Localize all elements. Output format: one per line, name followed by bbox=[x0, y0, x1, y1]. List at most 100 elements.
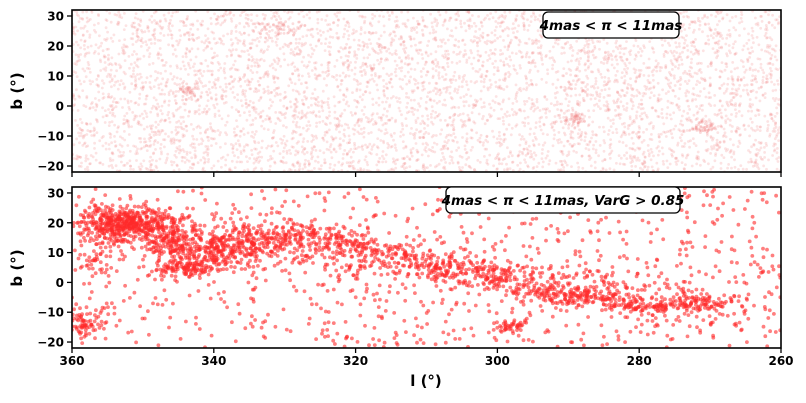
scatter-point bbox=[643, 46, 646, 49]
scatter-point bbox=[213, 130, 217, 133]
scatter-point bbox=[551, 63, 555, 67]
scatter-point bbox=[160, 27, 164, 31]
scatter-point bbox=[503, 137, 507, 141]
scatter-point bbox=[452, 105, 455, 109]
scatter-point bbox=[93, 28, 96, 32]
scatter-point bbox=[429, 112, 433, 116]
scatter-point bbox=[598, 144, 602, 147]
scatter-point bbox=[187, 38, 191, 42]
scatter-point bbox=[618, 116, 622, 120]
scatter-point bbox=[110, 108, 114, 112]
scatter-point bbox=[262, 91, 266, 95]
scatter-point bbox=[515, 111, 519, 115]
scatter-point bbox=[362, 168, 366, 172]
scatter-point bbox=[718, 108, 722, 112]
scatter-point bbox=[682, 109, 686, 113]
scatter-point bbox=[115, 69, 118, 73]
scatter-point bbox=[747, 124, 751, 128]
scatter-point bbox=[359, 119, 363, 123]
scatter-point bbox=[210, 69, 214, 73]
scatter-point bbox=[409, 35, 413, 39]
scatter-point bbox=[649, 147, 653, 151]
scatter-point bbox=[514, 19, 517, 23]
scatter-point bbox=[314, 44, 318, 48]
scatter-point bbox=[638, 75, 641, 79]
scatter-point bbox=[698, 20, 702, 23]
scatter-point bbox=[136, 120, 140, 123]
scatter-point bbox=[515, 91, 519, 94]
scatter-point bbox=[219, 14, 223, 18]
scatter-point bbox=[421, 81, 425, 85]
scatter-point bbox=[255, 14, 259, 17]
scatter-point bbox=[359, 32, 363, 36]
scatter-point bbox=[529, 149, 532, 153]
scatter-point bbox=[326, 103, 330, 107]
scatter-point bbox=[761, 93, 765, 97]
scatter-point bbox=[206, 10, 210, 14]
scatter-point bbox=[502, 20, 505, 24]
scatter-point bbox=[148, 18, 152, 22]
scatter-point bbox=[595, 102, 599, 106]
scatter-point bbox=[389, 133, 393, 137]
scatter-point bbox=[390, 116, 394, 120]
scatter-point bbox=[264, 36, 268, 40]
scatter-point bbox=[540, 157, 544, 161]
scatter-point bbox=[357, 47, 360, 51]
scatter-point bbox=[621, 104, 625, 108]
scatter-point bbox=[714, 41, 718, 45]
scatter-point bbox=[355, 99, 359, 103]
scatter-point bbox=[423, 24, 427, 28]
scatter-point bbox=[184, 55, 188, 59]
scatter-point bbox=[724, 42, 728, 46]
scatter-point bbox=[488, 153, 492, 157]
scatter-point bbox=[220, 97, 224, 101]
scatter-point bbox=[79, 155, 83, 159]
scatter-point bbox=[177, 119, 181, 123]
scatter-point bbox=[532, 11, 535, 15]
scatter-point bbox=[582, 47, 586, 50]
scatter-point bbox=[538, 52, 541, 55]
scatter-point bbox=[709, 61, 713, 65]
scatter-point bbox=[451, 161, 455, 165]
scatter-point bbox=[260, 48, 263, 52]
scatter-point bbox=[554, 161, 558, 165]
scatter-point bbox=[522, 87, 526, 91]
scatter-point bbox=[366, 145, 370, 149]
scatter-point bbox=[739, 133, 742, 137]
scatter-point bbox=[713, 104, 717, 107]
scatter-point bbox=[147, 137, 151, 141]
scatter-point bbox=[670, 132, 673, 136]
scatter-point bbox=[405, 124, 408, 128]
scatter-point bbox=[641, 94, 645, 98]
scatter-point bbox=[199, 131, 202, 135]
scatter-point bbox=[643, 84, 647, 88]
scatter-point bbox=[457, 45, 460, 49]
scatter-point bbox=[706, 34, 710, 38]
scatter-point bbox=[347, 55, 350, 58]
scatter-point bbox=[441, 151, 444, 155]
scatter-point bbox=[456, 12, 459, 15]
scatter-point bbox=[362, 68, 366, 72]
scatter-point bbox=[108, 147, 111, 151]
scatter-point bbox=[583, 63, 587, 67]
scatter-point bbox=[739, 164, 743, 168]
scatter-point bbox=[382, 85, 386, 88]
scatter-point bbox=[104, 69, 108, 72]
scatter-point bbox=[431, 67, 435, 71]
scatter-point bbox=[105, 114, 109, 118]
scatter-point bbox=[214, 78, 218, 82]
scatter-point bbox=[113, 123, 116, 127]
scatter-point bbox=[230, 75, 234, 79]
scatter-point bbox=[448, 34, 452, 37]
scatter-point bbox=[419, 97, 423, 100]
scatter-point bbox=[149, 143, 153, 147]
scatter-point bbox=[757, 86, 761, 90]
scatter-point bbox=[163, 145, 166, 149]
scatter-point bbox=[83, 134, 86, 137]
scatter-point bbox=[160, 59, 164, 62]
scatter-point bbox=[129, 99, 133, 103]
scatter-point bbox=[159, 53, 163, 57]
scatter-point bbox=[183, 161, 187, 164]
scatter-point bbox=[89, 82, 92, 86]
scatter-point bbox=[650, 165, 654, 169]
